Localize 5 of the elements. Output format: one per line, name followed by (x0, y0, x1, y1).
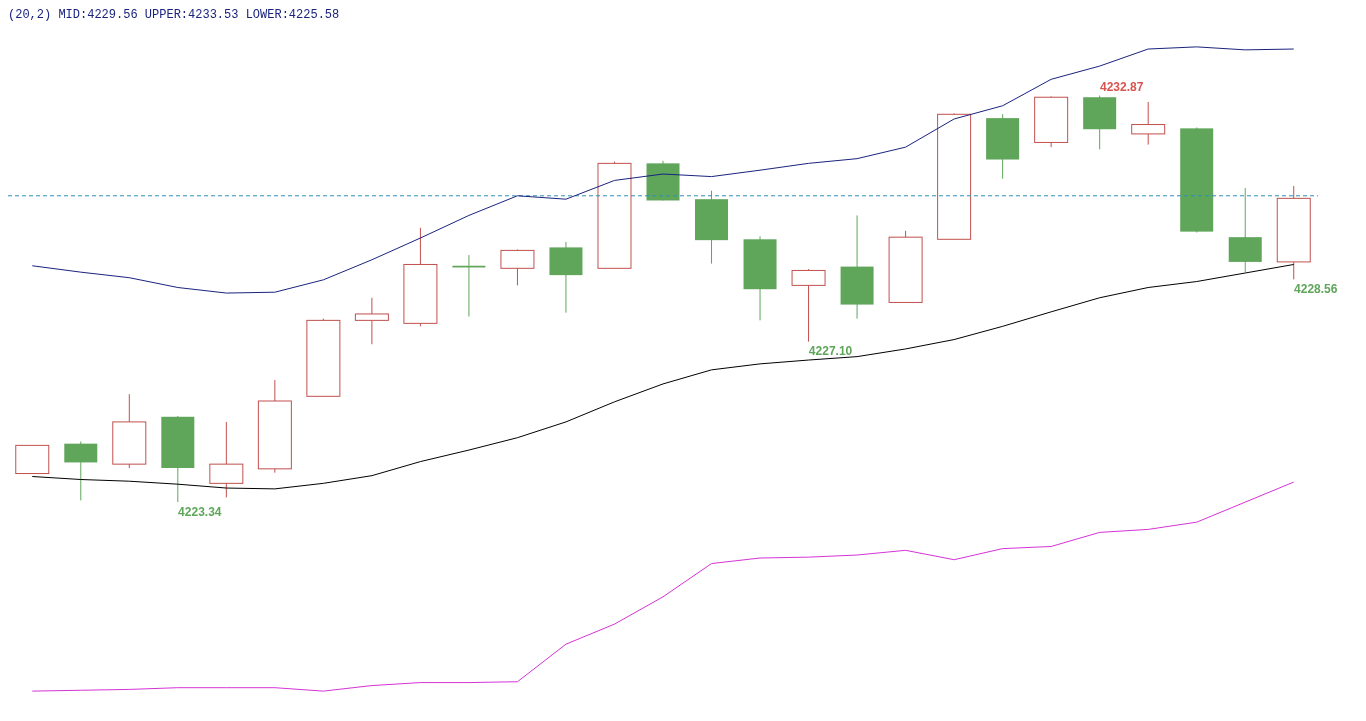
text: 4232.87 (1099, 79, 1144, 94)
text: (20,2) MID:4229.56 UPPER:4233.53 LOWER:4225.58 (8, 8, 340, 22)
text: 4223.34 (178, 504, 222, 519)
text: 4227.10 (808, 344, 853, 359)
text: 4228.56 (1294, 281, 1338, 296)
